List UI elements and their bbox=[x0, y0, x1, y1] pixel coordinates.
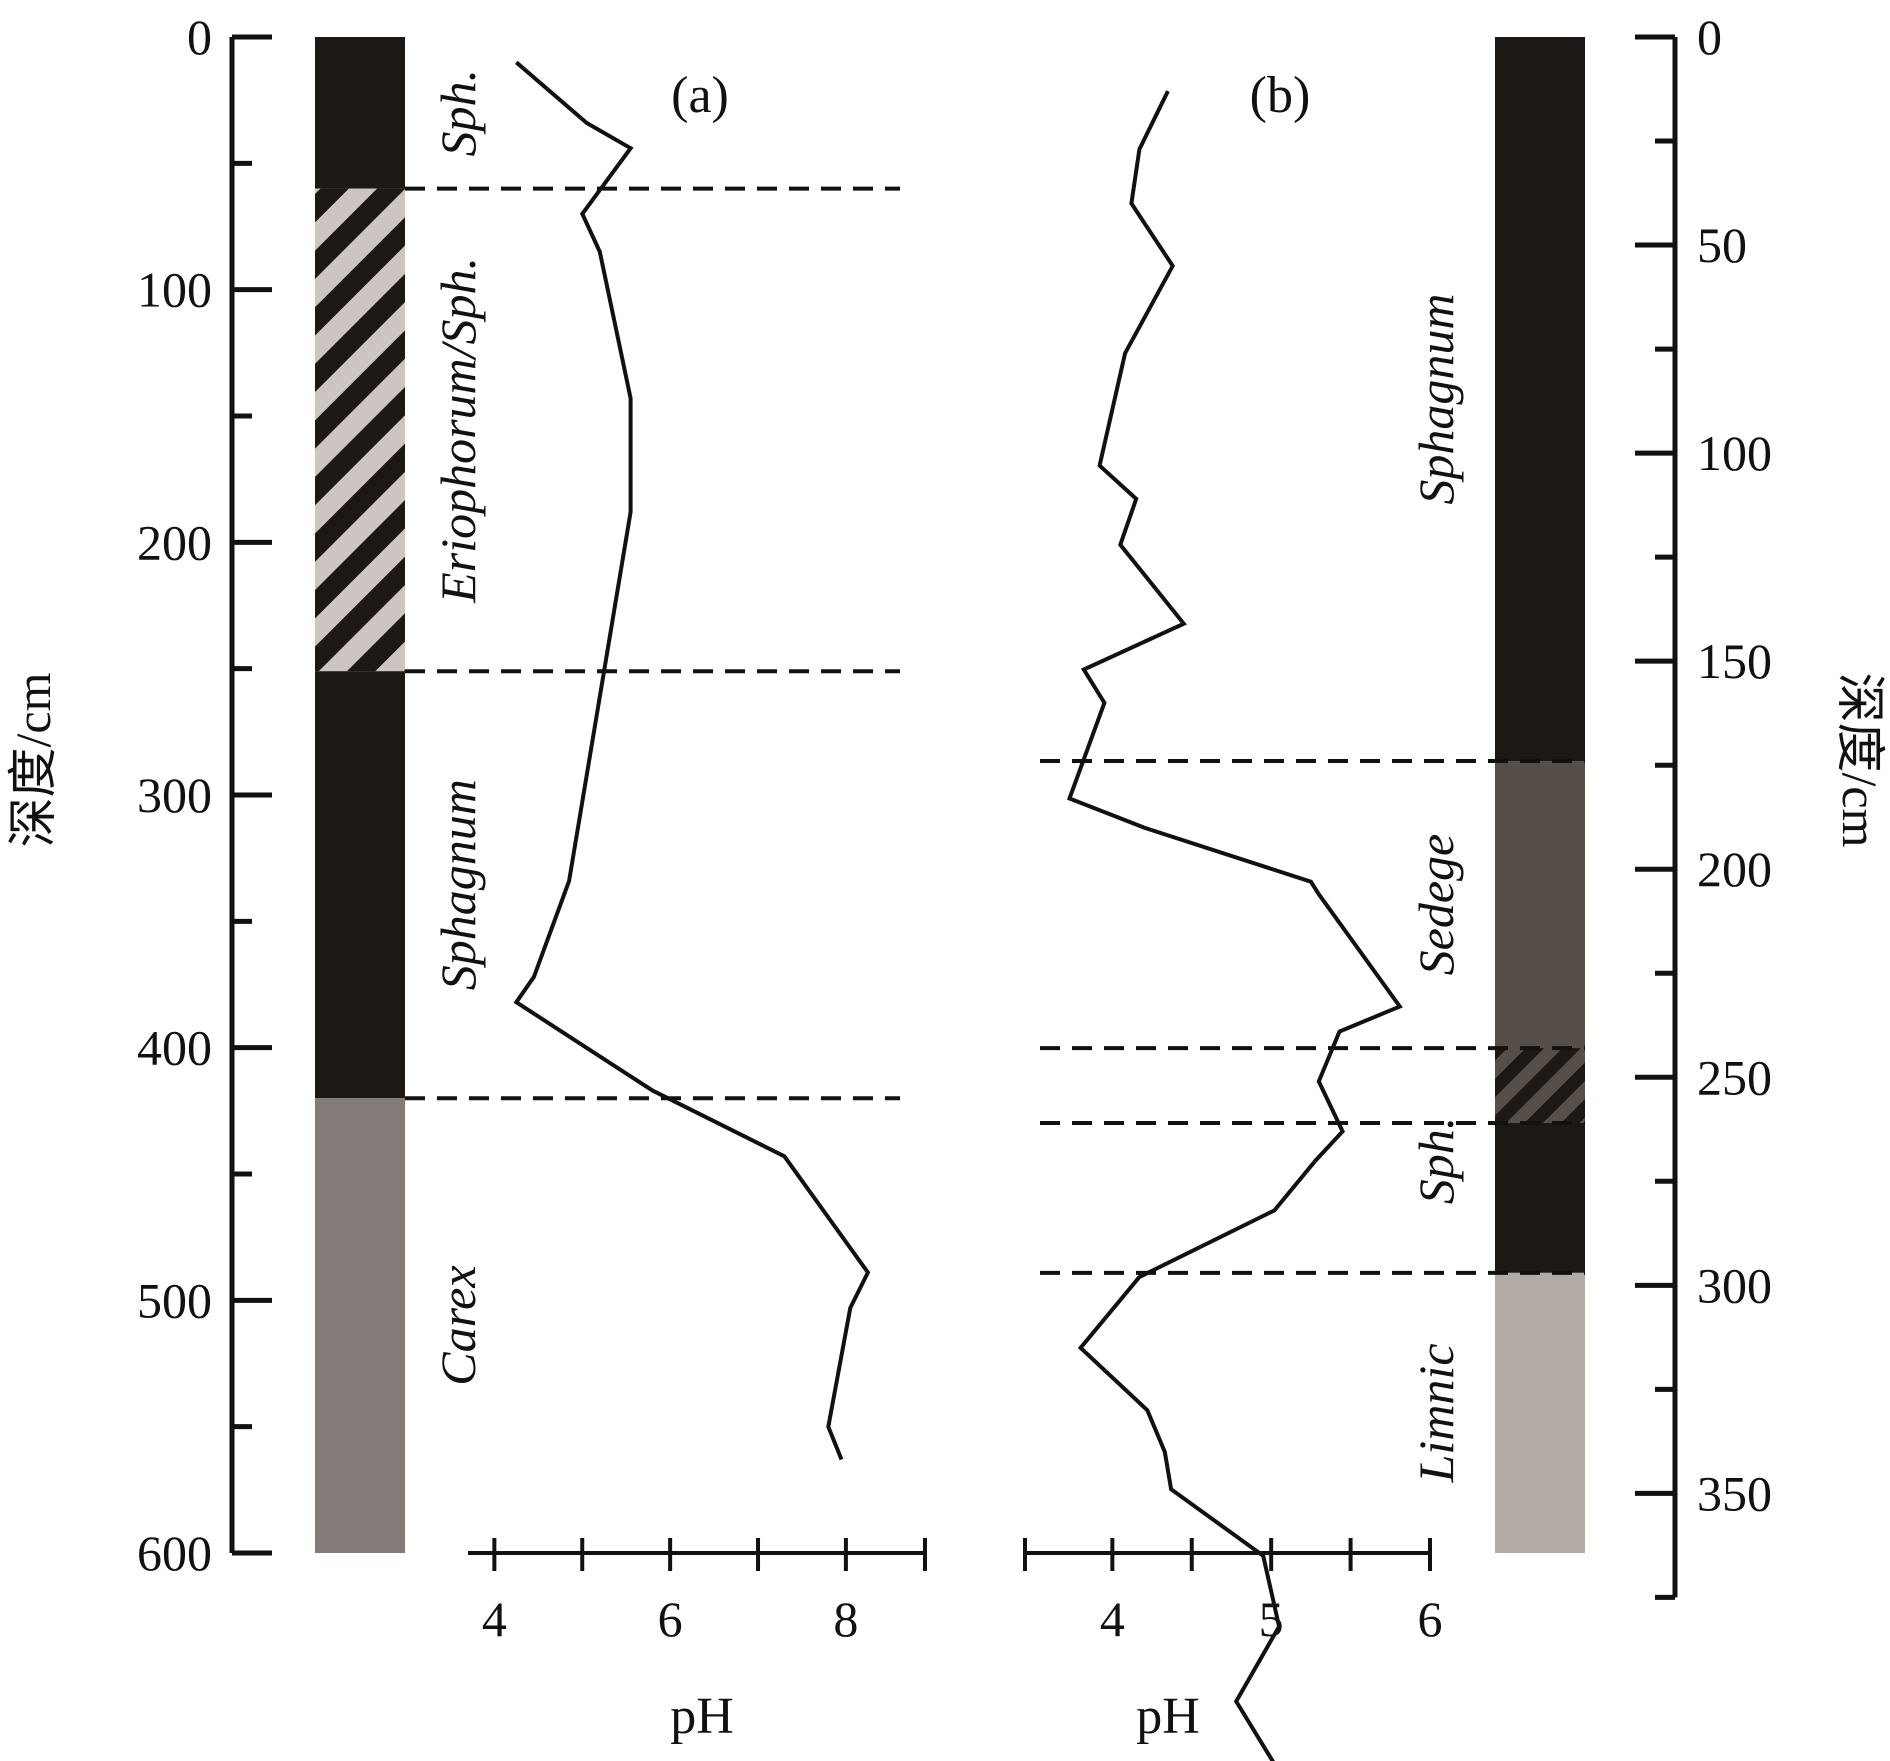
zone-label-b-3: Limnic bbox=[1408, 1343, 1464, 1483]
panel-label-b: (b) bbox=[1250, 67, 1311, 124]
zone-label-a-2: Sphagnum bbox=[430, 779, 486, 990]
zone-block-a-1 bbox=[315, 188, 405, 672]
zone-block-a-0 bbox=[315, 37, 405, 189]
stratigraphy-column-b bbox=[1495, 37, 1585, 1553]
y-tick-label-a: 200 bbox=[137, 514, 212, 570]
y-tick-label-b: 150 bbox=[1697, 633, 1772, 689]
panel-label-a: (a) bbox=[671, 67, 729, 124]
x-tick-label-a: 6 bbox=[658, 1591, 683, 1647]
zone-label-b-0: Sphagnum bbox=[1408, 293, 1464, 504]
zone-label-a-3: Carex bbox=[430, 1265, 486, 1385]
zone-block-b-1 bbox=[1495, 761, 1585, 1049]
depth-axis-a: 0 100 200 300 400 500 600 bbox=[137, 9, 272, 1581]
zone-label-a-0: Sph. bbox=[430, 69, 486, 157]
panel-b: Sphagnum Sedege Sph. Limnic 0 50 100 150 200 250… bbox=[1023, 9, 1888, 1761]
depth-axis-b: 0 50 100 150 200 250 300 350 bbox=[1635, 9, 1772, 1600]
y-tick-label-a: 300 bbox=[137, 767, 212, 823]
x-tick-label-b: 6 bbox=[1418, 1591, 1443, 1647]
y-tick-label-b: 50 bbox=[1697, 217, 1747, 273]
zone-block-b-3 bbox=[1495, 1272, 1585, 1553]
x-axis-title-b: pH bbox=[1136, 1688, 1200, 1745]
y-tick-label-b: 250 bbox=[1697, 1049, 1772, 1105]
zone-labels-a: Sph. Eriophorum/Sph. Sphagnum Carex bbox=[430, 69, 486, 1386]
y-tick-label-b: 200 bbox=[1697, 841, 1772, 897]
x-tick-label-b: 4 bbox=[1100, 1591, 1125, 1647]
ph-axis-a: 4 6 8 bbox=[468, 1538, 927, 1647]
y-tick-label-b: 0 bbox=[1697, 9, 1722, 65]
x-axis-title-a: pH bbox=[670, 1688, 734, 1745]
y-tick-label-b: 350 bbox=[1697, 1465, 1772, 1521]
transition-band-b bbox=[1495, 1048, 1585, 1124]
zone-block-a-3 bbox=[315, 1098, 405, 1553]
zone-label-a-1: Eriophorum/Sph. bbox=[430, 257, 486, 604]
y-axis-title-b: 深度/cm bbox=[1832, 673, 1888, 848]
x-tick-label-a: 8 bbox=[833, 1591, 858, 1647]
zone-block-b-0 bbox=[1495, 37, 1585, 762]
zone-boundaries-a bbox=[405, 186, 900, 1101]
zone-boundaries-b bbox=[1040, 759, 1585, 1275]
ph-line-a bbox=[513, 60, 871, 1461]
zone-block-a-2 bbox=[315, 671, 405, 1099]
zone-label-b-1: Sedege bbox=[1408, 834, 1464, 976]
y-tick-label-a: 500 bbox=[137, 1272, 212, 1328]
y-tick-label-b: 300 bbox=[1697, 1257, 1772, 1313]
y-tick-label-b: 100 bbox=[1697, 425, 1772, 481]
panel-a: Sph. Eriophorum/Sph. Sphagnum Carex 0 100 200… bbox=[5, 9, 927, 1745]
zone-labels-b: Sphagnum Sedege Sph. Limnic bbox=[1408, 293, 1464, 1483]
y-tick-label-a: 400 bbox=[137, 1020, 212, 1076]
y-tick-label-a: 100 bbox=[137, 262, 212, 318]
y-tick-label-a: 600 bbox=[137, 1525, 212, 1581]
y-tick-label-a: 0 bbox=[187, 9, 212, 65]
ph-line-b bbox=[1066, 90, 1403, 1761]
x-tick-label-a: 4 bbox=[482, 1591, 507, 1647]
stratigraphy-column-a bbox=[315, 37, 405, 1553]
zone-label-b-2: Sph. bbox=[1408, 1117, 1464, 1205]
y-axis-title-a: 深度/cm bbox=[5, 672, 61, 847]
